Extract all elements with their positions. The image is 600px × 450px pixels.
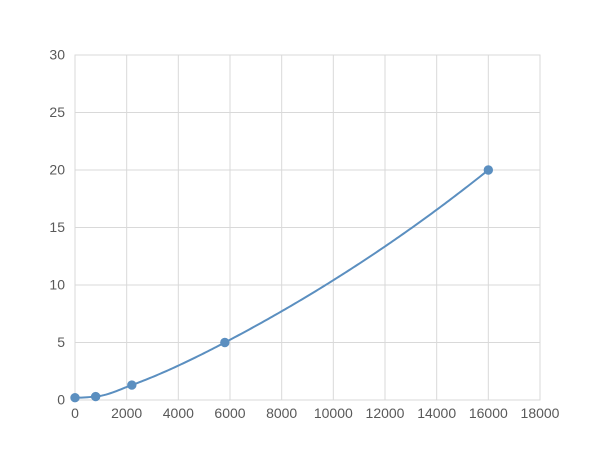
svg-text:6000: 6000 bbox=[214, 405, 245, 421]
svg-text:20: 20 bbox=[49, 162, 65, 178]
svg-text:25: 25 bbox=[49, 104, 65, 120]
svg-text:8000: 8000 bbox=[266, 405, 297, 421]
svg-text:15: 15 bbox=[49, 219, 65, 235]
svg-text:2000: 2000 bbox=[111, 405, 142, 421]
svg-text:0: 0 bbox=[71, 405, 79, 421]
svg-text:12000: 12000 bbox=[366, 405, 405, 421]
svg-text:16000: 16000 bbox=[469, 405, 508, 421]
svg-text:10000: 10000 bbox=[314, 405, 353, 421]
svg-text:18000: 18000 bbox=[521, 405, 560, 421]
svg-text:30: 30 bbox=[49, 47, 65, 63]
svg-text:5: 5 bbox=[57, 334, 65, 350]
svg-text:4000: 4000 bbox=[163, 405, 194, 421]
svg-text:0: 0 bbox=[57, 392, 65, 408]
svg-text:10: 10 bbox=[49, 277, 65, 293]
svg-text:14000: 14000 bbox=[417, 405, 456, 421]
